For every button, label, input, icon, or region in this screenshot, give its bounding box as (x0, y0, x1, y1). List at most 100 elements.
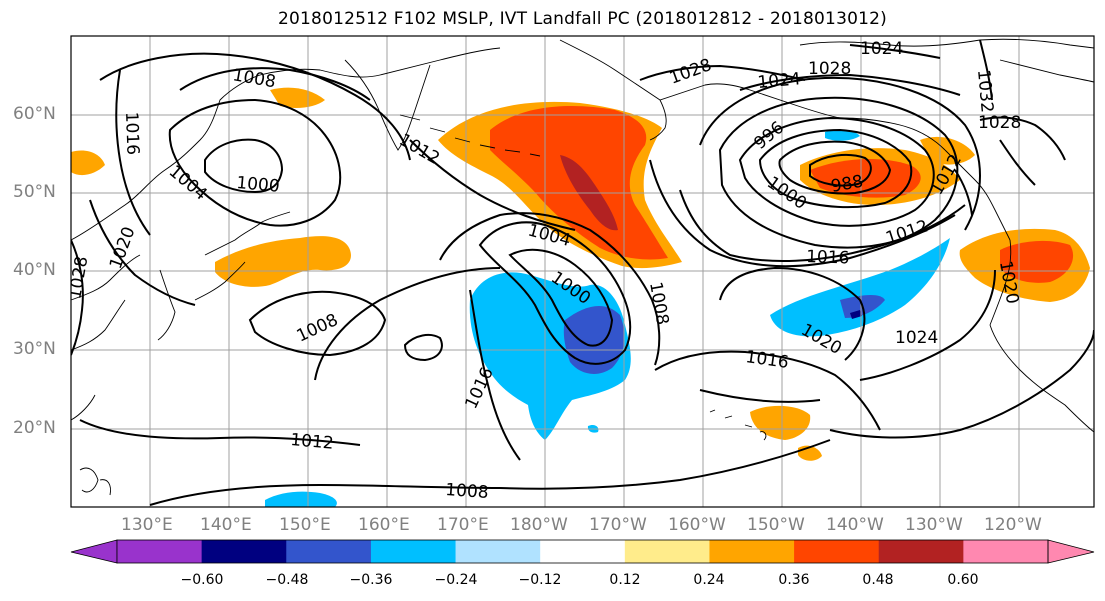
isobar-1012-ak2 (954, 169, 973, 216)
isobar-1000-nw (204, 138, 284, 194)
colorbar-segment (455, 540, 541, 563)
lon-label-160e: 160°E (358, 515, 410, 535)
coastlines (71, 38, 1094, 496)
lon-label-150w: 150°W (747, 515, 805, 535)
colorbar-tick-label: −0.24 (434, 572, 478, 588)
contour-label-1016-w: 1016 (121, 111, 142, 155)
lat-label-60n: 60°N (13, 104, 56, 124)
isobar-1032 (979, 39, 993, 101)
isobar-1024-ne (849, 44, 941, 59)
isobar-1004-c (478, 221, 632, 365)
colorbar-segment (201, 540, 287, 563)
colorbar-tick-label: 0.36 (778, 572, 810, 588)
isobar-1008-s2 (499, 439, 831, 490)
negative-anomaly-shading (265, 129, 950, 507)
coast-hudson (999, 59, 1094, 83)
lon-label-170w: 170°W (589, 515, 647, 535)
coast-china-east (71, 299, 126, 421)
isobar-1012-nw (99, 52, 411, 161)
colorbar-tick-label: −0.36 (349, 572, 393, 588)
contour-label-1016-e: 1016 (806, 247, 850, 268)
isobar-1020-e2 (829, 329, 1094, 439)
isobar-1004-nw (168, 98, 342, 227)
contour-label-1000-w: 1000 (236, 173, 281, 197)
coast-alaska-mainland (559, 39, 946, 151)
lon-label-120w: 120°W (984, 515, 1042, 535)
coast-alaska-peninsula (649, 99, 667, 141)
graticule (71, 36, 1094, 507)
isobar-1020-se (719, 266, 866, 361)
anomaly-lightblue-east (770, 238, 950, 337)
lon-label-150e: 150°E (279, 515, 331, 535)
isobar-1028-n (639, 64, 806, 81)
colorbar-extend-high (1047, 539, 1095, 564)
isobar-1008-nw (179, 67, 371, 101)
isobar-1012-c (409, 139, 576, 231)
isobar-1000-ak (738, 116, 935, 227)
anomaly-orange-bc (920, 136, 975, 165)
colorbar-segment (963, 540, 1049, 563)
lat-label-20n: 20°N (13, 418, 56, 438)
isobar-1012-e (649, 159, 956, 268)
isobar-996-ak (758, 128, 913, 209)
isobar-1016-c2 (469, 289, 521, 461)
contour-label-1032: 1032 (973, 69, 997, 114)
colorbar-tick-label: 0.24 (693, 572, 725, 588)
isobar-1024-n (739, 73, 961, 96)
lon-label-170e: 170°E (437, 515, 489, 535)
isobar-1008-c (248, 290, 387, 357)
isobar-1020-w (89, 199, 196, 306)
isobar-1016-w (115, 69, 151, 236)
contour-label-1012-s: 1012 (290, 430, 335, 454)
colorbar-tick-label: −0.12 (518, 572, 562, 588)
contour-label-1024-se: 1024 (895, 328, 938, 348)
lon-label-130e: 130°E (121, 515, 173, 535)
isobar-1024-se (859, 269, 996, 381)
contour-label-1024-n: 1024 (757, 69, 802, 93)
lon-label-160w: 160°W (668, 515, 726, 535)
lon-label-130w: 130°W (905, 515, 963, 535)
isobar-992-ak (778, 140, 892, 195)
mslp-isobars (71, 39, 1094, 506)
anomaly-orange-japan (215, 236, 351, 287)
isobar-1020-e (999, 139, 1036, 186)
coast-korea (157, 269, 176, 341)
contour-label-1024-ne: 1024 (860, 39, 903, 59)
colorbar-segment (286, 540, 372, 563)
colorbar-segment (370, 540, 457, 563)
anomaly-orange-kamchatka (270, 87, 325, 108)
anomaly-orange-hawaii (750, 405, 811, 440)
isobar-1012-s (79, 419, 361, 446)
contour-label-1008-s: 1008 (445, 480, 490, 503)
isobar-1016-e (679, 189, 966, 263)
coast-bc (944, 149, 1011, 241)
anomaly-red-california (1000, 240, 1074, 283)
isobar-1016-c (314, 267, 501, 381)
colorbar-segment (709, 540, 795, 563)
colorbar-tick-label: −0.48 (265, 572, 309, 588)
coast-hawaii (709, 409, 767, 441)
lon-label-140e: 140°E (200, 515, 252, 535)
coast-pnw (989, 239, 1012, 326)
lon-label-140w: 140°W (826, 515, 884, 535)
contour-label-1028-n: 1028 (808, 59, 851, 79)
anomaly-lightblue-south (265, 491, 337, 507)
coast-philippines (79, 467, 111, 496)
isobar-1008-ak (699, 76, 981, 231)
coast-kamchatka (344, 59, 431, 151)
coast-canada-north (799, 38, 1094, 49)
isobar-1008-s (149, 483, 501, 506)
colorbar-segment (540, 540, 626, 563)
map-plot-area: 1008 1016 1004 1000 1012 1028 1020 1008 … (71, 36, 1094, 507)
lat-label-50n: 50°N (13, 182, 56, 202)
colorbar-tick-label: 0.60 (947, 572, 979, 588)
isobar-1028-w (71, 239, 84, 356)
colorbar-tick-label: 0.48 (862, 572, 894, 588)
map-title: 2018012512 F102 MSLP, IVT Landfall PC (2… (278, 9, 887, 29)
isobar-1008-c2 (439, 212, 661, 366)
positive-anomaly-shading (71, 87, 1090, 461)
anomaly-navy-east (850, 310, 862, 319)
contour-label-1028-e2: 1028 (978, 113, 1021, 133)
colorbar-segment (794, 540, 880, 563)
